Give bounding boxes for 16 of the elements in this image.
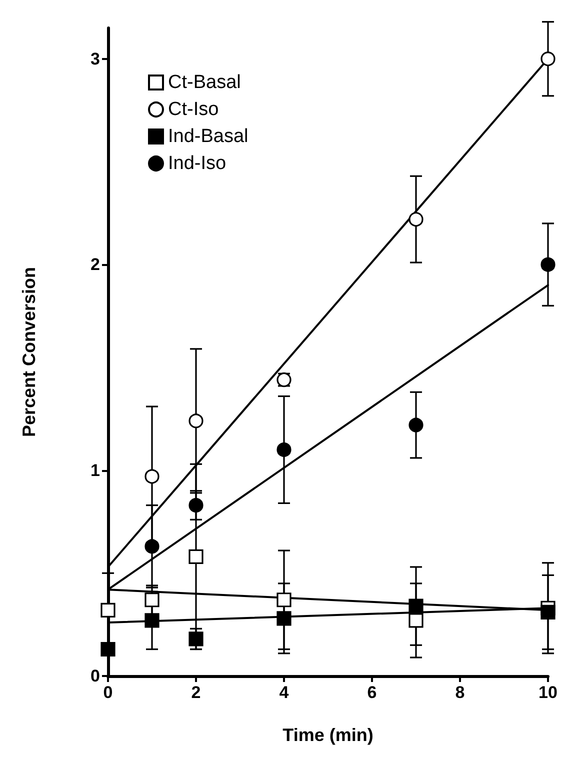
- legend-label: Ct-Iso: [168, 99, 219, 120]
- legend-label: Ind-Basal: [168, 126, 248, 147]
- y-tick-label: 3: [90, 49, 100, 68]
- x-tick-label: 4: [279, 683, 290, 702]
- y-tick-label: 2: [90, 255, 100, 274]
- y-tick-label: 0: [90, 666, 100, 686]
- legend-label: Ct-Basal: [168, 72, 241, 93]
- legend-label: Ind-Iso: [168, 153, 226, 174]
- x-tick-label: 0: [103, 683, 113, 702]
- x-tick-label: 6: [367, 683, 377, 702]
- x-tick-label: 2: [191, 683, 201, 702]
- x-tick-label: 8: [455, 683, 465, 702]
- y-axis-title: Percent Conversion: [19, 266, 39, 438]
- y-tick-label: 1: [90, 460, 100, 480]
- x-axis-title: Time (min): [282, 725, 374, 745]
- x-tick-label: 10: [538, 683, 558, 702]
